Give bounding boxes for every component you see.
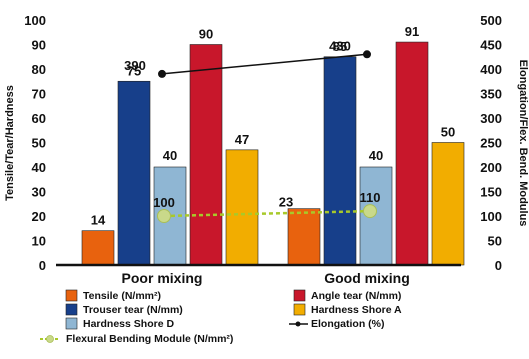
flexural-marker-1	[363, 204, 377, 219]
y-tick-right-500: 500	[480, 13, 502, 28]
flexural-line	[163, 209, 371, 218]
legend-swatch-0-2	[65, 317, 78, 330]
legend: Tensile (N/mm²) Trouser tear (N/mm) Hardne…	[40, 289, 402, 345]
y-tick-right-450: 450	[480, 38, 502, 53]
legend-marker-1-2	[295, 321, 301, 327]
overlay-lines	[157, 50, 377, 223]
bar-4-1	[431, 142, 465, 266]
y-tick-right-50: 50	[488, 234, 502, 249]
legend-label-0-2: Hardness Shore D	[83, 318, 174, 330]
legend-label-0-0: Tensile (N/mm²)	[83, 290, 161, 302]
y-tick-right-250: 250	[480, 136, 502, 151]
y-tick-right-200: 200	[480, 160, 502, 175]
legend-swatch-0-1	[65, 303, 78, 316]
y-axis-left: 0 10 20 30 40 50 60 70 80 90 100	[24, 13, 46, 273]
y-tick-left-10: 10	[32, 234, 46, 249]
bar-1-1	[323, 56, 357, 266]
legend-label-1-0: Angle tear (N/mm)	[311, 290, 401, 302]
bar-label-2-0: 40	[163, 148, 177, 163]
y-tick-left-70: 70	[32, 87, 46, 102]
y-axis-title-left: Tensile/Tear/Hardness	[4, 85, 16, 201]
bar-label-1-1: 85	[333, 39, 347, 54]
y-tick-left-0: 0	[39, 258, 46, 273]
bar-label-0-0: 14	[91, 213, 106, 228]
bars	[81, 41, 465, 266]
legend-swatch-0-0	[65, 289, 78, 302]
y-tick-left-60: 60	[32, 111, 46, 126]
y-tick-left-20: 20	[32, 209, 46, 224]
category-label-1: Good mixing	[324, 270, 410, 286]
y-tick-right-150: 150	[480, 185, 502, 200]
legend-label-0-1: Trouser tear (N/mm)	[83, 304, 183, 316]
legend-label-1-1: Hardness Shore A	[311, 304, 402, 316]
legend-label-1-2: Elongation (%)	[311, 318, 385, 330]
bar-label-0-1: 23	[279, 195, 293, 210]
bar-label-4-0: 47	[235, 132, 249, 147]
bar-3-1	[395, 41, 429, 266]
elongation-marker-1	[363, 50, 371, 59]
y-tick-right-0: 0	[495, 258, 502, 273]
y-tick-left-80: 80	[32, 62, 46, 77]
y-tick-left-40: 40	[32, 160, 46, 175]
bar-label-3-1: 91	[405, 24, 419, 39]
bar-4-0	[225, 149, 259, 266]
bar-label-3-0: 90	[199, 27, 213, 42]
y-axis-title-right: Elongation/Flex. Bend. Modulus	[517, 60, 529, 227]
x-axis-categories: Poor mixing Good mixing	[122, 270, 410, 286]
y-tick-left-90: 90	[32, 38, 46, 53]
bar-label-1-0: 75	[127, 63, 141, 78]
bar-2-1	[359, 166, 393, 266]
elongation-label-1: 430	[329, 38, 351, 53]
legend-swatch-1-0	[293, 289, 306, 302]
flexural-label-1: 110	[360, 190, 381, 205]
y-tick-right-100: 100	[480, 209, 502, 224]
flexural-marker-0	[157, 209, 171, 223]
y-tick-right-300: 300	[480, 111, 502, 126]
legend-swatch-1-1	[293, 303, 306, 316]
bar-0-0	[81, 230, 115, 266]
bar-3-0	[189, 44, 223, 266]
elongation-line	[161, 53, 368, 75]
y-tick-left-30: 30	[32, 185, 46, 200]
data-labels: 14 23 75 85 40 40 90 91 47 50 390 430 100 110	[91, 24, 455, 228]
legend-marker-flexural	[46, 335, 54, 343]
y-axis-right: 0 50 100 150 200 250 300 350 400 450 500	[480, 13, 502, 273]
bar-label-4-1: 50	[441, 125, 455, 140]
y-tick-left-50: 50	[32, 136, 46, 151]
flexural-label-0: 100	[153, 195, 175, 210]
bar-0-1	[287, 208, 321, 266]
y-tick-left-100: 100	[24, 13, 46, 28]
elongation-label-0: 390	[124, 58, 146, 73]
bar-label-2-1: 40	[369, 148, 383, 163]
legend-label-flexural: Flexural Bending Module (N/mm²)	[66, 333, 233, 345]
category-label-0: Poor mixing	[122, 270, 203, 286]
elongation-marker-0	[158, 69, 166, 78]
y-tick-right-400: 400	[480, 62, 502, 77]
bar-1-0	[117, 80, 151, 266]
y-tick-right-350: 350	[480, 87, 502, 102]
